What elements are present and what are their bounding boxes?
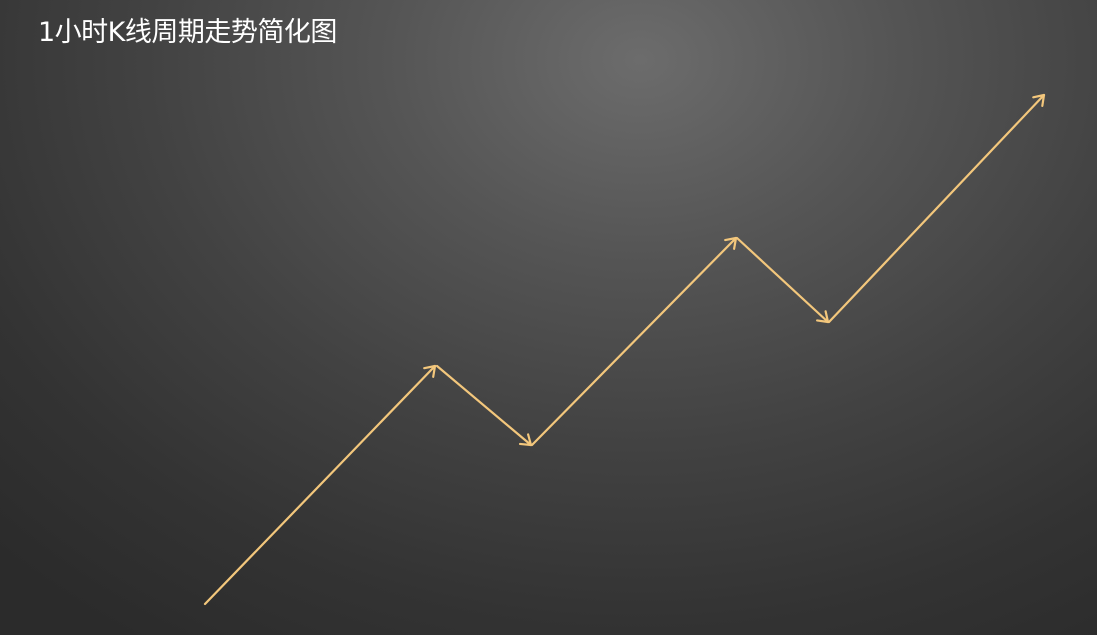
up-arrow-3-shaft xyxy=(827,93,1046,324)
up-arrow-1 xyxy=(203,364,437,606)
up-arrow-1-shaft xyxy=(203,364,437,606)
diagram-title: 1小时K线周期走势简化图 xyxy=(38,17,337,48)
up-arrow-2-shaft xyxy=(530,236,738,447)
down-arrow-1-shaft xyxy=(435,364,533,447)
down-arrow-1 xyxy=(435,364,533,447)
up-arrow-3 xyxy=(827,93,1046,324)
up-arrow-1-head xyxy=(423,364,437,378)
up-arrow-2 xyxy=(530,236,738,447)
down-arrow-2 xyxy=(735,236,830,324)
down-arrow-2-shaft xyxy=(735,236,830,324)
up-arrow-3-head xyxy=(1032,93,1046,107)
